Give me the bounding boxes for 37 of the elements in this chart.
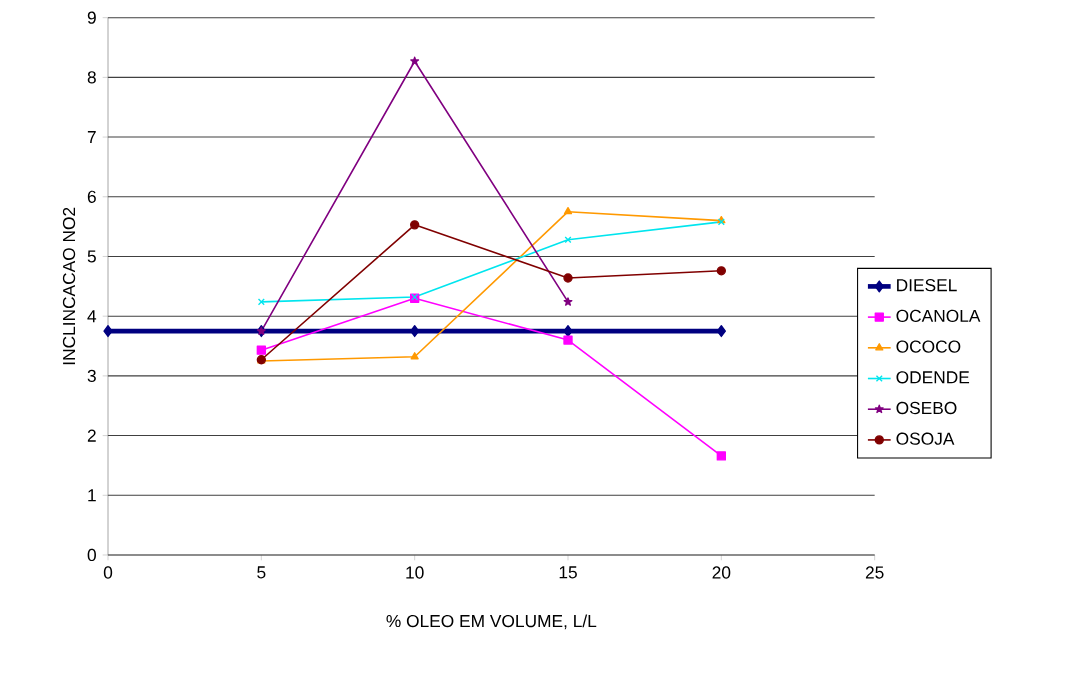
point: [716, 266, 727, 276]
y-tick-label: 3: [87, 369, 96, 383]
legend-label: OCANOLA: [896, 309, 981, 323]
y-tick-label: 1: [88, 489, 96, 502]
y-tick-label: 4: [87, 310, 97, 323]
legend-label: OSOJA: [896, 432, 955, 445]
point: [257, 298, 265, 306]
y-tick-label: 0: [87, 548, 96, 562]
x-tick-label: 20: [712, 566, 731, 579]
point: [410, 220, 420, 230]
y-tick-label: 8: [87, 71, 96, 84]
y-axis-title: INCLINCACAO NO2: [62, 207, 76, 365]
legend-label: OCOCO: [896, 340, 961, 353]
y-tick-label: 2: [87, 429, 96, 442]
point: [563, 273, 573, 283]
legend-label: ODENDE: [896, 371, 970, 384]
legend-label: OSEBO: [896, 401, 957, 415]
point: [564, 236, 572, 244]
x-tick-label: 10: [406, 566, 424, 579]
x-tick-label: 5: [257, 566, 266, 579]
legend-label: DIESEL: [897, 279, 957, 292]
point: [410, 56, 420, 66]
y-tick-label: 5: [87, 250, 96, 263]
point: [563, 335, 573, 345]
y-tick-label: 6: [87, 190, 96, 203]
x-tick-label: 25: [865, 566, 884, 579]
x-tick-label: 15: [559, 566, 577, 579]
x-axis-title: % OLEO EM VOLUME, L/L: [386, 614, 597, 630]
y-tick-label: 7: [87, 131, 96, 144]
point: [103, 325, 113, 338]
x-tick-label: 0: [103, 566, 113, 579]
point: [563, 297, 573, 306]
point: [563, 207, 573, 215]
point: [256, 345, 267, 355]
y-tick-label: 9: [87, 11, 96, 24]
point: [716, 451, 727, 461]
point: [410, 352, 419, 360]
